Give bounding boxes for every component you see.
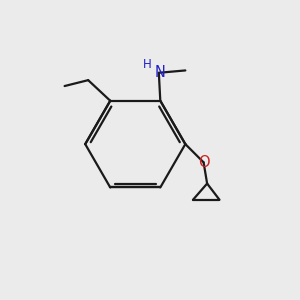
Text: N: N bbox=[154, 65, 165, 80]
Text: H: H bbox=[143, 58, 152, 71]
Text: O: O bbox=[198, 155, 210, 170]
